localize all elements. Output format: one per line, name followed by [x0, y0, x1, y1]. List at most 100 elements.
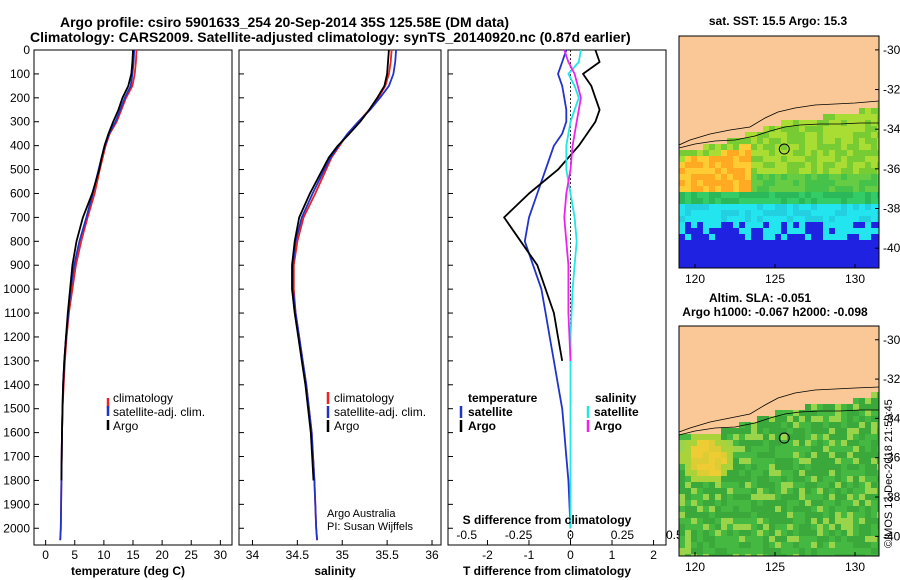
sst-cell	[823, 216, 829, 222]
sla-cell	[805, 434, 811, 440]
sla-cell	[805, 494, 811, 500]
sla-cell	[751, 428, 757, 434]
sst-cell	[745, 150, 751, 156]
sst-cell	[733, 216, 739, 222]
sst-cell	[715, 234, 721, 240]
sla-coastline	[679, 386, 879, 433]
sla-cell	[841, 548, 847, 554]
sst-cell	[847, 264, 853, 268]
sst-cell	[721, 258, 727, 264]
sst-cell	[805, 156, 811, 162]
sst-cell	[829, 198, 835, 204]
sla-cell	[799, 422, 805, 428]
sla-cell	[697, 446, 703, 452]
sst-cell	[775, 240, 781, 246]
sla-cell	[859, 458, 865, 464]
sla-cell	[769, 506, 775, 512]
sla-cell	[703, 542, 709, 548]
sla-cell	[721, 536, 727, 542]
sst-cell	[847, 114, 853, 120]
sla-cell	[811, 410, 817, 416]
sla-cell	[781, 434, 787, 440]
sst-cell	[691, 162, 697, 168]
sst-cell	[835, 192, 841, 198]
sla-cell	[811, 464, 817, 470]
sla-cell	[787, 554, 793, 556]
sst-cell	[829, 162, 835, 168]
x-tick-label: 15	[126, 548, 140, 562]
sst-cell	[871, 162, 877, 168]
sla-cell	[775, 428, 781, 434]
sla-cell	[871, 512, 877, 518]
sst-cell	[751, 252, 757, 258]
sla-cell	[697, 440, 703, 446]
sla-cell	[847, 476, 853, 482]
sst-cell	[679, 192, 685, 198]
sst-cell	[727, 150, 733, 156]
sla-cell	[817, 548, 823, 554]
sst-cell	[781, 174, 787, 180]
sla-cell	[745, 434, 751, 440]
y-tick-label: 0	[23, 43, 30, 57]
map-y-tick-label: -40	[883, 529, 900, 543]
sla-cell	[817, 464, 823, 470]
sst-cell	[853, 228, 859, 234]
sla-cell	[727, 512, 733, 518]
sst-cell	[781, 144, 787, 150]
sst-cell	[703, 252, 709, 258]
sla-cell	[799, 512, 805, 518]
sla-cell	[703, 446, 709, 452]
sla-cell	[775, 494, 781, 500]
sla-cell	[829, 536, 835, 542]
sla-cell	[781, 518, 787, 524]
sla-cell	[847, 452, 853, 458]
sst-cell	[847, 186, 853, 192]
sst-cell	[751, 180, 757, 186]
sst-cell	[835, 150, 841, 156]
sla-cell	[829, 548, 835, 554]
sla-cell	[781, 542, 787, 548]
sla-cell	[817, 536, 823, 542]
sst-cell	[679, 216, 685, 222]
sst-cell	[865, 174, 871, 180]
sla-cell	[793, 500, 799, 506]
sst-cell	[847, 162, 853, 168]
sla-cell	[823, 530, 829, 536]
sst-cell	[823, 246, 829, 252]
sst-cell	[721, 204, 727, 210]
sst-cell	[703, 174, 709, 180]
sst-cell	[709, 228, 715, 234]
sla-cell	[757, 530, 763, 536]
y-tick-label: 100	[10, 67, 30, 81]
sla-cell	[679, 452, 685, 458]
sla-cell	[805, 506, 811, 512]
sst-cell	[859, 234, 865, 240]
sla-cell	[871, 482, 877, 488]
sla-cell	[871, 524, 877, 530]
sla-cell	[865, 554, 871, 556]
sst-cell	[697, 222, 703, 228]
sst-cell	[787, 186, 793, 192]
sla-cell	[739, 470, 745, 476]
sla-cell	[847, 530, 853, 536]
sst-cell	[739, 168, 745, 174]
sst-cell	[697, 204, 703, 210]
sst-cell	[793, 222, 799, 228]
sst-cell	[793, 150, 799, 156]
sst-cell	[679, 240, 685, 246]
sla-cell	[727, 476, 733, 482]
sla-cell	[799, 548, 805, 554]
sst-cell	[745, 240, 751, 246]
sst-cell	[835, 222, 841, 228]
sla-cell	[691, 494, 697, 500]
sst-cell	[853, 192, 859, 198]
sst-cell	[697, 210, 703, 216]
sla-cell	[769, 524, 775, 530]
sst-cell	[865, 258, 871, 264]
sst-cell	[715, 264, 721, 268]
sla-cell	[817, 542, 823, 548]
sla-cell	[685, 530, 691, 536]
x-tick-label: 30	[214, 548, 228, 562]
sst-cell	[877, 216, 879, 222]
sst-cell	[781, 192, 787, 198]
